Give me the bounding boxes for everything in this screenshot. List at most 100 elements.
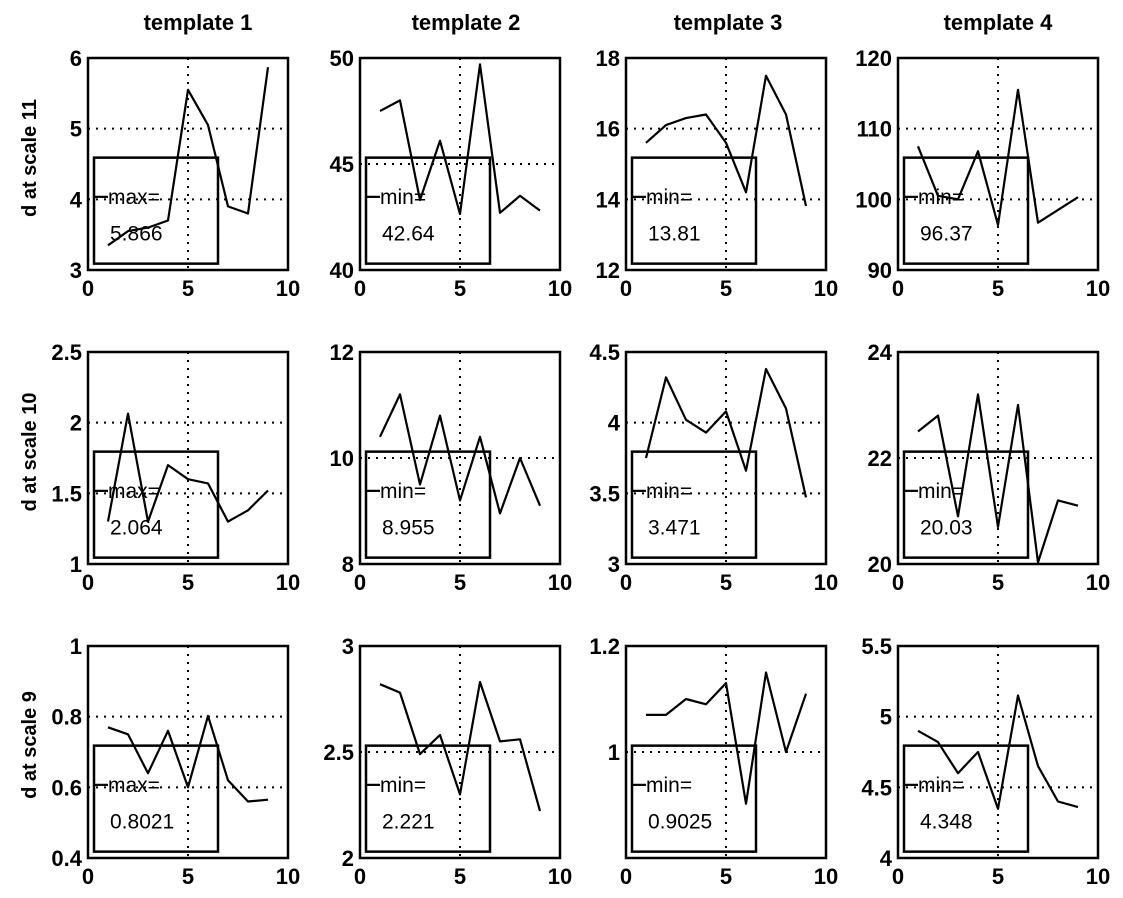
x-tick-label: 10 xyxy=(276,864,300,889)
row-labels: d at scale 11 d at scale 10 d at scale 9 xyxy=(19,99,41,799)
annotation-box: max= 5.866 xyxy=(92,156,220,265)
y-tick-label: 3 xyxy=(608,552,620,577)
plot-frame xyxy=(86,644,290,860)
series-line xyxy=(644,367,808,498)
column-titles: template 1 template 2 template 3 templat… xyxy=(144,10,1054,35)
x-tick-label: 0 xyxy=(354,570,366,595)
plot-frame xyxy=(86,350,290,566)
annotation-label: min= xyxy=(646,186,692,209)
annotation-frame xyxy=(364,450,492,559)
y-tick-label: 100 xyxy=(855,187,892,212)
annotation-frame xyxy=(902,156,1030,265)
y-tick-label: 90 xyxy=(868,258,892,283)
panel-r1-c3: min= 13.81 0 5 10 12 14 16 18 xyxy=(596,46,839,301)
x-tick-label: 10 xyxy=(276,276,300,301)
y-tick-label: 40 xyxy=(330,258,354,283)
column-title-2: template 2 xyxy=(412,10,521,35)
y-tick-label: 4 xyxy=(608,411,621,436)
y-tick-label: 1 xyxy=(70,634,82,659)
annotation-value: 0.8021 xyxy=(110,810,174,833)
x-tick-label: 5 xyxy=(454,276,466,301)
column-title-3: template 3 xyxy=(674,10,783,35)
annotation-box: min= 4.348 xyxy=(902,744,1030,853)
annotation-value: 3.471 xyxy=(648,516,701,539)
x-tick-label: 10 xyxy=(814,864,838,889)
annotation-value: 2.064 xyxy=(110,516,163,539)
annotation-label: min= xyxy=(646,774,692,797)
y-tick-label: 12 xyxy=(596,258,620,283)
series-line xyxy=(107,67,270,247)
x-tick-label: 0 xyxy=(82,864,94,889)
column-title-4: template 4 xyxy=(944,10,1054,35)
x-tick-label: 5 xyxy=(992,864,1004,889)
row-label-scale-11: d at scale 11 xyxy=(19,99,41,217)
x-tick-label: 5 xyxy=(454,570,466,595)
series-line xyxy=(646,671,808,805)
plot-frame xyxy=(896,350,1100,566)
x-tick-label: 0 xyxy=(354,864,366,889)
x-tick-label: 10 xyxy=(1086,276,1110,301)
y-tick-label: 8 xyxy=(342,552,354,577)
y-tick-label: 14 xyxy=(596,187,621,212)
annotation-value: 96.37 xyxy=(920,222,973,245)
y-tick-label: 1 xyxy=(608,740,620,765)
panel-r2-c2: min= 8.955 0 5 10 8 10 12 xyxy=(330,340,573,595)
y-tick-label: 45 xyxy=(330,152,354,177)
x-tick-label: 10 xyxy=(1086,570,1110,595)
y-tick-label: 4 xyxy=(880,846,893,871)
y-tick-label: 4.5 xyxy=(861,775,892,800)
series-line xyxy=(645,74,808,207)
y-tick-label: 12 xyxy=(330,340,354,365)
x-tick-label: 0 xyxy=(354,276,366,301)
annotation-box: min= 13.81 xyxy=(630,156,758,265)
x-tick-label: 10 xyxy=(548,570,572,595)
y-tick-label: 3.5 xyxy=(589,481,620,506)
x-tick-label: 5 xyxy=(182,570,194,595)
series-line xyxy=(917,694,1079,810)
y-tick-label: 18 xyxy=(596,46,620,71)
x-tick-label: 10 xyxy=(1086,864,1110,889)
annotation-value: 5.866 xyxy=(110,222,163,245)
x-tick-label: 5 xyxy=(720,276,732,301)
annotation-box: min= 96.37 xyxy=(902,156,1030,265)
panel-r2-c1: max= 2.064 0 5 10 1 1.5 2 2.5 xyxy=(51,340,300,595)
series-line xyxy=(106,412,269,523)
x-tick-label: 0 xyxy=(82,570,94,595)
plot-frame xyxy=(86,56,290,272)
y-tick-label: 2.5 xyxy=(51,340,82,365)
y-tick-label: 0.4 xyxy=(51,846,82,871)
annotation-frame xyxy=(630,744,758,853)
x-tick-label: 10 xyxy=(276,570,300,595)
annotation-box: min= 8.955 xyxy=(364,450,492,559)
annotation-label: max= xyxy=(108,186,160,209)
panel-r1-c2: min= 42.64 0 5 10 40 45 50 xyxy=(330,46,573,301)
series-line xyxy=(379,63,541,216)
annotation-value: 8.955 xyxy=(382,516,435,539)
row-label-scale-10: d at scale 10 xyxy=(19,393,41,512)
y-tick-label: 16 xyxy=(596,117,620,142)
annotation-label: min= xyxy=(918,480,964,503)
annotation-label: min= xyxy=(918,186,964,209)
panel-r1-c1: max= 5.866 0 5 10 3 4 5 6 xyxy=(70,46,300,301)
series-line xyxy=(916,88,1079,227)
panel-r1-c4: min= 96.37 0 5 10 90 100 110 120 xyxy=(855,46,1110,301)
y-tick-label: 50 xyxy=(330,46,354,71)
series-line xyxy=(917,393,1079,564)
x-tick-label: 0 xyxy=(620,570,632,595)
x-tick-label: 5 xyxy=(720,570,732,595)
y-tick-label: 2 xyxy=(342,846,354,871)
plot-frame xyxy=(358,56,562,272)
x-tick-label: 5 xyxy=(720,864,732,889)
y-tick-label: 2 xyxy=(70,411,82,436)
y-tick-label: 24 xyxy=(868,340,893,365)
series-line xyxy=(379,680,542,812)
y-tick-label: 3 xyxy=(70,258,82,283)
annotation-value: 0.9025 xyxy=(648,810,712,833)
plot-frame xyxy=(358,644,562,860)
annotation-frame xyxy=(92,156,220,265)
y-tick-label: 5.5 xyxy=(861,634,892,659)
x-tick-label: 5 xyxy=(182,276,194,301)
x-tick-label: 0 xyxy=(892,864,904,889)
annotation-box: min= 42.64 xyxy=(364,156,492,265)
plot-frame xyxy=(624,644,828,860)
